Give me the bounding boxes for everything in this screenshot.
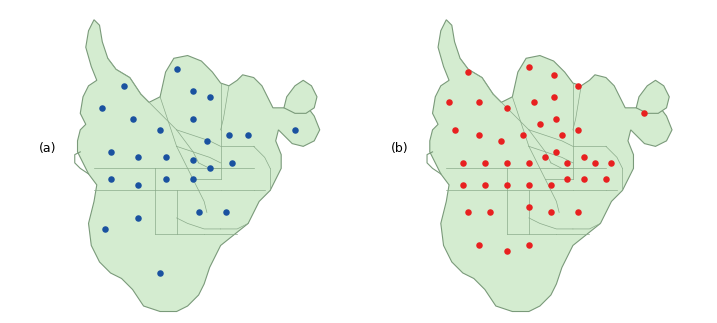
Point xyxy=(479,160,490,165)
Point xyxy=(534,122,546,127)
Point xyxy=(154,270,166,276)
Point xyxy=(187,89,199,94)
Point xyxy=(556,133,568,138)
Point xyxy=(97,105,108,110)
Point xyxy=(561,177,573,182)
Point xyxy=(573,83,584,89)
Polygon shape xyxy=(636,80,669,113)
Point xyxy=(501,248,513,254)
Point xyxy=(523,243,535,248)
Point xyxy=(561,160,573,165)
Polygon shape xyxy=(77,20,320,311)
Point xyxy=(201,138,213,143)
Point xyxy=(523,182,535,187)
Point xyxy=(133,182,144,187)
Point xyxy=(528,100,540,105)
Point xyxy=(573,127,584,132)
Polygon shape xyxy=(284,80,317,113)
Point xyxy=(479,182,490,187)
Point xyxy=(639,111,650,116)
Point xyxy=(474,243,485,248)
Point xyxy=(118,83,130,89)
Point xyxy=(573,210,584,215)
Point xyxy=(578,177,589,182)
Point xyxy=(474,100,485,105)
Point xyxy=(223,133,234,138)
Point xyxy=(589,160,601,165)
Point xyxy=(187,116,199,121)
Point xyxy=(600,177,612,182)
Point xyxy=(133,155,144,160)
Point xyxy=(548,72,559,78)
Point xyxy=(449,127,460,132)
Point xyxy=(474,133,485,138)
Point xyxy=(220,210,232,215)
Point xyxy=(154,127,166,132)
Point xyxy=(462,69,474,75)
Point xyxy=(545,210,556,215)
Point xyxy=(289,127,300,132)
Point xyxy=(540,155,551,160)
Point xyxy=(171,67,182,72)
Point xyxy=(523,64,535,69)
Point xyxy=(545,182,556,187)
Point xyxy=(578,155,589,160)
Point xyxy=(485,210,496,215)
Point xyxy=(133,215,144,221)
Point xyxy=(204,166,215,171)
Point xyxy=(105,177,116,182)
Point xyxy=(187,177,199,182)
Point xyxy=(501,160,513,165)
Point xyxy=(551,116,562,121)
Point xyxy=(443,100,455,105)
Point xyxy=(160,177,171,182)
Point xyxy=(523,160,535,165)
Point xyxy=(606,160,617,165)
Point xyxy=(127,116,138,121)
Point xyxy=(518,133,529,138)
Point xyxy=(501,105,513,110)
Text: (a): (a) xyxy=(39,142,57,155)
Point xyxy=(193,210,204,215)
Point xyxy=(548,94,559,99)
Point xyxy=(99,226,110,232)
Point xyxy=(495,138,507,143)
Point xyxy=(462,210,474,215)
Point xyxy=(160,155,171,160)
Text: (b): (b) xyxy=(391,142,409,155)
Point xyxy=(457,182,468,187)
Point xyxy=(105,149,116,154)
Point xyxy=(226,160,237,165)
Point xyxy=(187,158,199,163)
Point xyxy=(501,182,513,187)
Point xyxy=(204,94,215,99)
Point xyxy=(523,204,535,210)
Polygon shape xyxy=(429,20,672,311)
Point xyxy=(551,149,562,154)
Point xyxy=(242,133,254,138)
Point xyxy=(457,160,468,165)
